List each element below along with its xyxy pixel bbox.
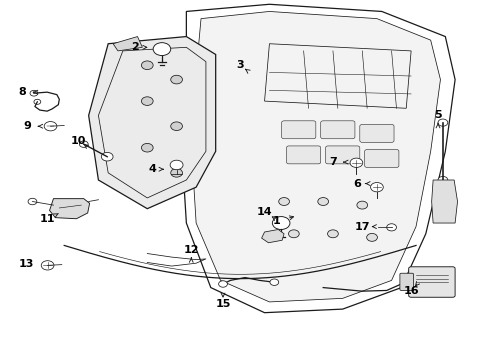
Polygon shape (262, 229, 284, 243)
Circle shape (153, 42, 171, 55)
Circle shape (79, 141, 88, 147)
Text: 13: 13 (19, 259, 34, 269)
FancyBboxPatch shape (365, 149, 399, 167)
Circle shape (350, 158, 363, 167)
Polygon shape (49, 199, 90, 219)
Polygon shape (113, 37, 143, 51)
Circle shape (171, 75, 182, 84)
Text: 5: 5 (434, 111, 442, 121)
Circle shape (44, 122, 57, 131)
Circle shape (367, 233, 377, 241)
Circle shape (142, 61, 153, 69)
Polygon shape (89, 37, 216, 209)
Circle shape (272, 217, 290, 229)
Circle shape (438, 119, 448, 126)
Circle shape (28, 198, 37, 205)
Circle shape (171, 122, 182, 131)
FancyBboxPatch shape (287, 146, 321, 164)
Text: 6: 6 (353, 179, 361, 189)
Circle shape (440, 210, 448, 215)
Circle shape (289, 230, 299, 238)
Text: 8: 8 (19, 87, 26, 97)
Text: 12: 12 (183, 245, 199, 255)
Circle shape (142, 143, 153, 152)
Circle shape (438, 176, 448, 184)
Text: 1: 1 (273, 216, 281, 226)
Circle shape (170, 160, 183, 170)
Circle shape (41, 261, 54, 270)
Text: 17: 17 (355, 222, 370, 231)
Circle shape (438, 190, 450, 199)
Circle shape (101, 152, 113, 161)
FancyBboxPatch shape (326, 146, 360, 164)
Text: 14: 14 (257, 207, 272, 217)
Circle shape (219, 281, 227, 287)
Text: 3: 3 (236, 60, 244, 70)
Text: 15: 15 (215, 299, 231, 309)
Circle shape (142, 97, 153, 105)
Text: 16: 16 (403, 286, 419, 296)
Text: 7: 7 (329, 157, 337, 167)
FancyBboxPatch shape (321, 121, 355, 139)
Circle shape (279, 198, 290, 206)
Circle shape (171, 168, 182, 177)
Circle shape (30, 90, 38, 96)
FancyBboxPatch shape (360, 125, 394, 142)
Text: 11: 11 (39, 215, 55, 224)
Circle shape (34, 99, 41, 104)
Circle shape (328, 230, 338, 238)
Circle shape (318, 198, 329, 206)
FancyBboxPatch shape (409, 267, 455, 297)
Text: 10: 10 (71, 136, 87, 145)
Polygon shape (191, 12, 441, 302)
Circle shape (387, 224, 396, 231)
Text: 2: 2 (131, 42, 139, 52)
FancyBboxPatch shape (400, 273, 414, 291)
Circle shape (357, 201, 368, 209)
Circle shape (270, 279, 279, 285)
Polygon shape (432, 180, 458, 223)
Circle shape (370, 183, 383, 192)
Text: 9: 9 (24, 121, 31, 131)
FancyBboxPatch shape (282, 121, 316, 139)
Text: 4: 4 (148, 164, 156, 174)
